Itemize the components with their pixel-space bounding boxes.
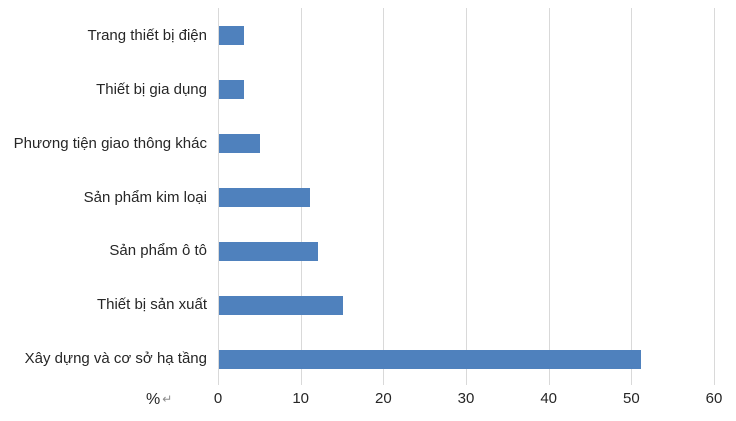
gridline xyxy=(631,8,633,385)
category-label: Sản phẩm kim loại xyxy=(83,188,207,206)
category-label: Phương tiện giao thông khác xyxy=(13,134,207,152)
bar xyxy=(219,26,244,46)
x-tick-label: 10 xyxy=(292,390,309,407)
bar xyxy=(219,134,261,154)
x-tick-label: 60 xyxy=(705,390,723,407)
percent-unit-label: % xyxy=(146,391,161,408)
x-tick-label: 40 xyxy=(540,390,557,407)
bar xyxy=(219,349,641,369)
category-label: Sản phẩm ô tô xyxy=(109,242,207,260)
bar xyxy=(219,241,319,261)
bar xyxy=(219,295,343,315)
x-tick-label: 50 xyxy=(622,390,640,407)
x-axis-unit-label: % ↵ xyxy=(146,390,172,409)
bar xyxy=(219,188,310,207)
category-label: Trang thiết bị điện xyxy=(87,26,207,44)
x-tick-label: 30 xyxy=(457,390,475,407)
gridline xyxy=(218,8,219,385)
gridline xyxy=(548,8,550,385)
x-tick-label: 20 xyxy=(374,390,392,407)
bar xyxy=(219,80,244,100)
category-label: Thiết bị gia dụng xyxy=(96,80,207,98)
line-break-mark: ↵ xyxy=(162,392,173,406)
category-label: Xây dựng và cơ sở hạ tầng xyxy=(24,350,207,368)
x-tick-label: 0 xyxy=(213,390,223,407)
gridline xyxy=(466,8,467,385)
gridline xyxy=(714,8,715,385)
category-label: Thiết bị sản xuất xyxy=(96,296,207,314)
gridline xyxy=(383,8,385,385)
